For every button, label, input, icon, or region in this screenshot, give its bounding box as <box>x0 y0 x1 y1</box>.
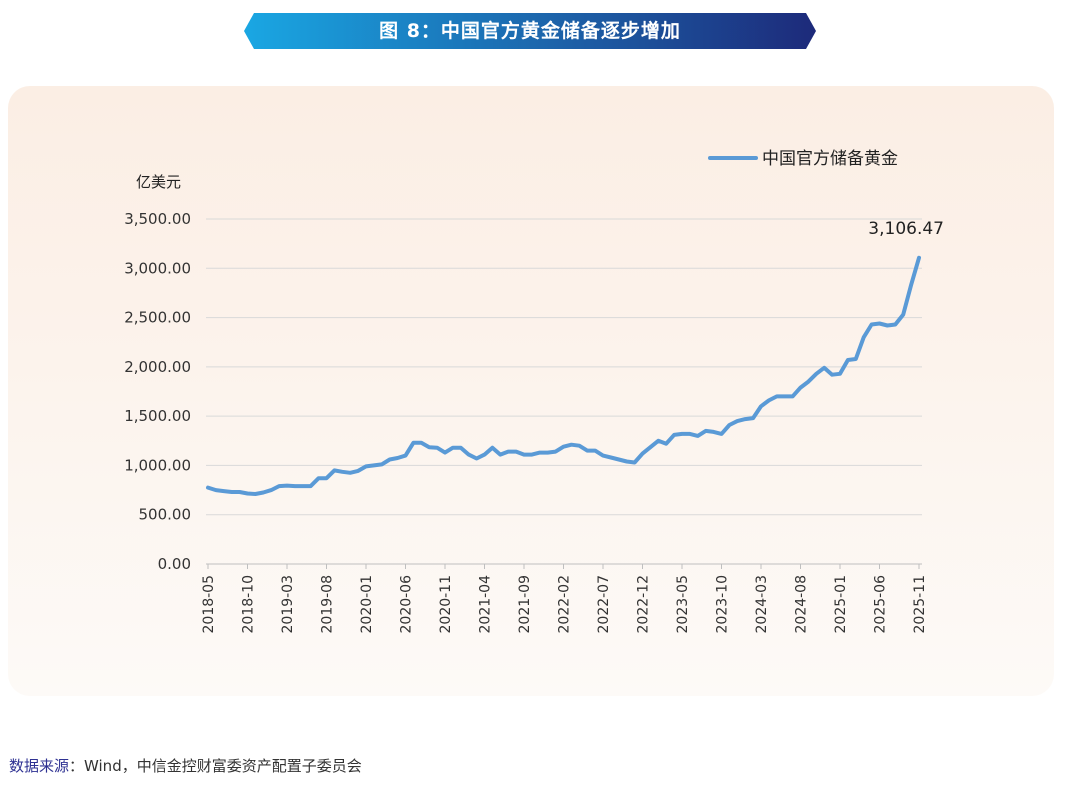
x-tick-label: 2022-07 <box>596 575 612 634</box>
y-tick-label: 500.00 <box>139 506 192 524</box>
legend-label: 中国官方储备黄金 <box>762 149 898 169</box>
title-banner-shape <box>244 13 816 49</box>
source-note: 数据来源：Wind，中信金控财富委资产配置子委员会 <box>9 755 362 776</box>
x-tick-label: 2024-08 <box>794 575 810 634</box>
x-tick-label: 2025-01 <box>833 575 849 634</box>
x-tick-label: 2023-10 <box>715 575 731 634</box>
x-tick-label: 2020-01 <box>359 575 375 634</box>
x-tick-label: 2018-05 <box>201 575 217 634</box>
title-banner: 图 8：中国官方黄金储备逐步增加 <box>244 13 816 49</box>
y-tick-label: 1,500.00 <box>124 407 191 425</box>
y-axis-unit-label: 亿美元 <box>136 173 182 191</box>
x-tick-label: 2019-08 <box>320 575 336 634</box>
x-tick-label: 2025-11 <box>912 575 928 634</box>
x-tick-label: 2019-03 <box>280 575 296 634</box>
y-tick-label: 1,000.00 <box>124 456 191 474</box>
last-value-label: 3,106.47 <box>868 219 944 239</box>
x-tick-label: 2020-06 <box>399 575 415 634</box>
x-tick-label: 2025-06 <box>873 575 889 634</box>
source-label: 数据来源 <box>9 757 70 775</box>
y-tick-label: 3,500.00 <box>124 210 191 228</box>
x-tick-label: 2022-02 <box>557 575 573 634</box>
x-tick-label: 2022-12 <box>636 575 652 634</box>
chart-title: 图 8：中国官方黄金储备逐步增加 <box>379 20 681 42</box>
x-tick-label: 2021-09 <box>517 575 533 634</box>
series-line-gold-reserves <box>206 255 921 496</box>
x-tick-label: 2021-04 <box>478 575 494 634</box>
x-tick-label: 2018-10 <box>241 575 257 634</box>
y-tick-label: 3,000.00 <box>124 259 191 277</box>
y-tick-label: 2,500.00 <box>124 309 191 327</box>
source-text: ：Wind，中信金控财富委资产配置子委员会 <box>69 757 362 775</box>
chart-panel <box>8 86 1054 696</box>
x-tick-label: 2020-11 <box>438 575 454 634</box>
x-tick-label: 2023-05 <box>675 575 691 634</box>
y-tick-label: 2,000.00 <box>124 358 191 376</box>
y-tick-label: 0.00 <box>158 555 191 573</box>
x-tick-label: 2024-03 <box>754 575 770 634</box>
